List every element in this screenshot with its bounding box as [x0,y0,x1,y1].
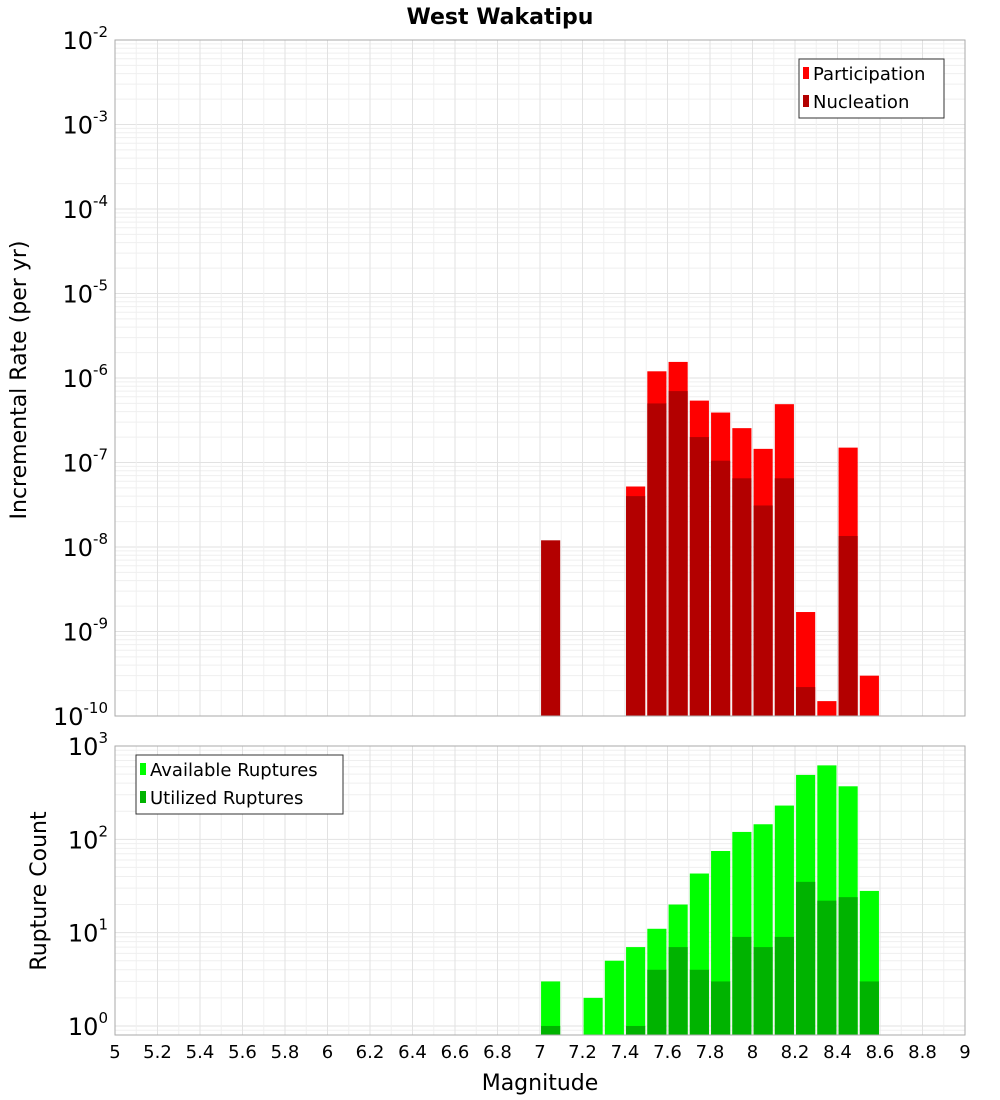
top-bar-1 [647,403,667,716]
plots-layer: 10-2 10-3 10-4 10-5 10-6 10-7 10-8 10-9 10-10 Par… [53,23,971,1063]
bottom-y-tick-label: 101 [68,916,108,948]
top-bar-1 [838,535,858,716]
bottom-x-tick-label: 8.8 [908,1042,937,1063]
top-bar-1 [796,687,816,716]
top-bar-0 [859,675,879,716]
bottom-bar-1 [668,947,688,1035]
top-bar-1 [668,391,688,716]
bottom-x-tick-label: 7.6 [653,1042,682,1063]
bottom-y-tick-label: 103 [68,729,108,761]
top-y-tick-label: 10-7 [62,446,108,478]
bottom-bar-0 [583,997,603,1035]
top-legend: Participation Nucleation [798,58,945,119]
bottom-bar-1 [774,936,794,1035]
bottom-x-tick-label: 7.2 [568,1042,597,1063]
bottom-bar-1 [647,969,667,1035]
bottom-legend-label: Utilized Ruptures [150,788,303,809]
bottom-y-tick-label: 100 [68,1009,108,1041]
bottom-x-tick-label: 5.6 [228,1042,257,1063]
bottom-x-tick-label: 8.4 [823,1042,852,1063]
bottom-bar-1 [711,981,731,1035]
top-plot-frame [114,39,966,717]
top-legend-label: Nucleation [813,92,909,113]
top-plot: 10-2 10-3 10-4 10-5 10-6 10-7 10-8 10-9 10-10 Par… [53,23,966,731]
bottom-x-tick-label: 8.6 [866,1042,895,1063]
bottom-x-tick-label: 6 [322,1042,333,1063]
bottom-bar-1 [541,1025,561,1035]
bottom-bar-0 [541,981,561,1035]
bottom-bar-1 [626,1025,646,1035]
bottom-x-tick-label: 6.4 [398,1042,427,1063]
top-y-tick-label: 10-5 [62,277,108,309]
top-bar-1 [541,540,561,716]
top-legend-swatch [803,95,809,107]
bottom-bar-1 [689,969,709,1035]
top-y-tick-label: 10-2 [62,23,108,55]
bottom-x-tick-label: 8 [747,1042,758,1063]
bottom-x-tick-label: 7.4 [611,1042,640,1063]
bottom-series-1 [541,881,879,1035]
bottom-bar-1 [753,947,773,1035]
bottom-x-tick-label: 6.8 [483,1042,512,1063]
x-axis-title: Magnitude [482,1071,599,1096]
bottom-x-tick-label: 5.4 [186,1042,215,1063]
bottom-legend-label: Available Ruptures [150,760,318,781]
bottom-x-tick-label: 7.8 [696,1042,725,1063]
bottom-legend-swatch [140,791,146,803]
bottom-x-tick-label: 7 [534,1042,545,1063]
top-y-tick-label: 10-10 [53,699,108,731]
bottom-x-tick-label: 6.6 [441,1042,470,1063]
bottom-bar-1 [838,897,858,1035]
top-legend-label: Participation [813,64,925,85]
bottom-x-tick-label: 9 [959,1042,970,1063]
top-grid [114,39,966,717]
bottom-y-tick-label: 102 [68,822,108,854]
top-y-axis-title: Incremental Rate (per yr) [7,241,32,520]
bottom-x-tick-label: 5.2 [143,1042,172,1063]
bottom-bar-1 [796,881,816,1035]
bottom-x-tick-label: 8.2 [781,1042,810,1063]
bottom-bar-0 [626,947,646,1035]
top-y-tick-label: 10-8 [62,530,108,562]
bottom-x-tick-label: 5.8 [271,1042,300,1063]
bottom-bar-1 [732,936,752,1035]
top-bar-0 [817,701,837,716]
bottom-x-tick-label: 5 [109,1042,120,1063]
bottom-bar-0 [604,960,624,1035]
top-bar-1 [753,505,773,716]
chart-title: West Wakatipu [407,5,594,30]
bottom-y-axis-title: Rupture Count [27,811,52,971]
top-bar-1 [732,478,752,716]
bottom-legend-swatch [140,763,146,775]
top-bar-1 [774,478,794,716]
bottom-bar-1 [817,900,837,1035]
top-legend-box [798,58,945,119]
bottom-bar-1 [859,981,879,1035]
top-y-tick-label: 10-9 [62,615,108,647]
top-y-tick-label: 10-4 [62,192,108,224]
top-y-tick-label: 10-6 [62,361,108,393]
top-bar-1 [711,460,731,716]
bottom-legend-box [135,754,344,815]
top-legend-swatch [803,67,809,79]
top-bar-1 [626,496,646,716]
top-y-tick-label: 10-3 [62,108,108,140]
bottom-plot-frame [114,745,966,1036]
bottom-legend: Available Ruptures Utilized Ruptures [135,754,344,815]
top-bar-1 [689,437,709,716]
bottom-x-tick-label: 6.2 [356,1042,385,1063]
top-series-1 [541,391,858,716]
